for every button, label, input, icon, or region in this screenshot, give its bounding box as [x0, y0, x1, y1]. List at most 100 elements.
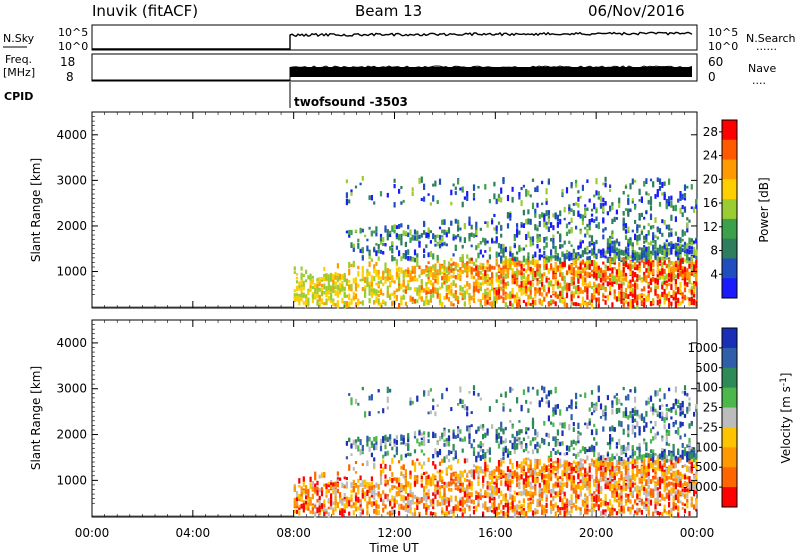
heatmap-cell: [343, 272, 346, 279]
heatmap-cell: [377, 256, 380, 261]
heatmap-cell: [416, 299, 419, 304]
heatmap-cell: [413, 287, 417, 292]
heatmap-cell: [593, 460, 596, 467]
heatmap-cell: [545, 474, 548, 479]
heatmap-cell: [427, 276, 430, 280]
heatmap-cell: [452, 457, 455, 461]
heatmap-cell: [407, 284, 410, 291]
heatmap-cell: [309, 287, 312, 293]
heatmap-cell: [547, 226, 550, 232]
heatmap-cell: [565, 253, 569, 260]
heatmap-cell: [656, 189, 659, 194]
heatmap-cell: [386, 511, 389, 515]
heatmap-cell: [522, 184, 525, 188]
heatmap-cell: [615, 400, 618, 406]
heatmap-cell: [631, 229, 634, 233]
heatmap-cell: [379, 302, 383, 308]
heatmap-cell: [443, 481, 446, 488]
heatmap-cell: [550, 254, 553, 259]
heatmap-cell: [593, 289, 596, 296]
heatmap-cell: [622, 444, 625, 452]
heatmap-cell: [452, 268, 455, 271]
heatmap-cell: [477, 274, 480, 281]
heatmap-cell: [622, 460, 625, 465]
heatmap-cell: [502, 470, 505, 476]
heatmap-cell: [423, 471, 426, 475]
heatmap-cell: [336, 483, 339, 488]
heatmap-cell: [307, 490, 310, 495]
heatmap-cell: [332, 300, 335, 306]
heatmap-cell: [384, 268, 387, 274]
heatmap-cell: [330, 286, 333, 292]
heatmap-cell: [336, 284, 339, 291]
heatmap-cell: [488, 492, 491, 499]
heatmap-cell: [547, 477, 550, 484]
heatmap-cell: [556, 462, 559, 468]
heatmap-cell: [541, 277, 544, 282]
heatmap-cell: [350, 189, 353, 193]
heatmap-cell: [395, 259, 398, 265]
heatmap-cell: [674, 260, 677, 265]
heatmap-cell: [577, 461, 580, 466]
heatmap-cell: [509, 502, 512, 505]
heatmap-cell: [534, 436, 537, 441]
heatmap-cell: [393, 503, 396, 508]
heatmap-cell: [543, 284, 546, 290]
heatmap-cell: [652, 225, 655, 229]
heatmap-cell: [670, 200, 673, 208]
heatmap-cell: [541, 488, 544, 492]
heatmap-cell: [425, 286, 428, 293]
heatmap-cell: [411, 276, 414, 282]
heatmap-cell: [413, 269, 417, 275]
heatmap-cell: [647, 263, 650, 268]
heatmap-cell: [531, 499, 535, 505]
heatmap-cell: [529, 481, 532, 488]
heatmap-cell: [509, 440, 512, 444]
heatmap-cell: [581, 184, 584, 191]
heatmap-cell: [590, 458, 594, 463]
heatmap-cell: [527, 457, 530, 461]
heatmap-cell: [629, 291, 632, 297]
heatmap-cell: [554, 257, 557, 261]
heatmap-cell: [450, 495, 453, 501]
heatmap-cell: [361, 510, 364, 515]
heatmap-cell: [531, 470, 535, 476]
heatmap-cell: [579, 262, 582, 269]
heatmap-cell: [398, 506, 401, 510]
heatmap-cell: [379, 463, 383, 469]
heatmap-cell: [643, 246, 646, 251]
heatmap-cell: [631, 242, 634, 247]
heatmap-cell: [330, 300, 333, 303]
heatmap-cell: [579, 213, 582, 219]
heatmap-cell: [318, 279, 321, 287]
heatmap-cell: [554, 279, 557, 286]
heatmap-cell: [570, 494, 573, 501]
heatmap-cell: [593, 250, 596, 255]
heatmap-cell: [495, 466, 498, 472]
heatmap-cell: [622, 277, 625, 282]
heatmap-cell: [354, 277, 358, 283]
heatmap-cell: [584, 204, 587, 207]
heatmap-cell: [345, 294, 348, 298]
heatmap-cell: [579, 479, 582, 483]
heatmap-cell: [556, 253, 559, 259]
heatmap-cell: [404, 496, 407, 501]
heatmap-cell: [311, 486, 314, 492]
heatmap-cell: [670, 243, 673, 248]
heatmap-cell: [452, 506, 455, 512]
heatmap-cell: [627, 430, 630, 435]
heatmap-cell: [570, 399, 573, 406]
heatmap-cell: [624, 485, 628, 491]
heatmap-cell: [486, 483, 489, 487]
heatmap-cell: [298, 510, 301, 516]
heatmap-cell: [364, 497, 367, 502]
heatmap-cell: [613, 481, 616, 488]
heatmap-cell: [479, 249, 482, 255]
heatmap-cell: [559, 458, 562, 464]
heatmap-cell: [345, 456, 348, 460]
heatmap-cell: [423, 183, 426, 190]
heatmap-cell: [420, 497, 423, 503]
heatmap-cell: [590, 240, 594, 244]
heatmap-cell: [593, 268, 596, 274]
heatmap-cell: [327, 274, 330, 279]
